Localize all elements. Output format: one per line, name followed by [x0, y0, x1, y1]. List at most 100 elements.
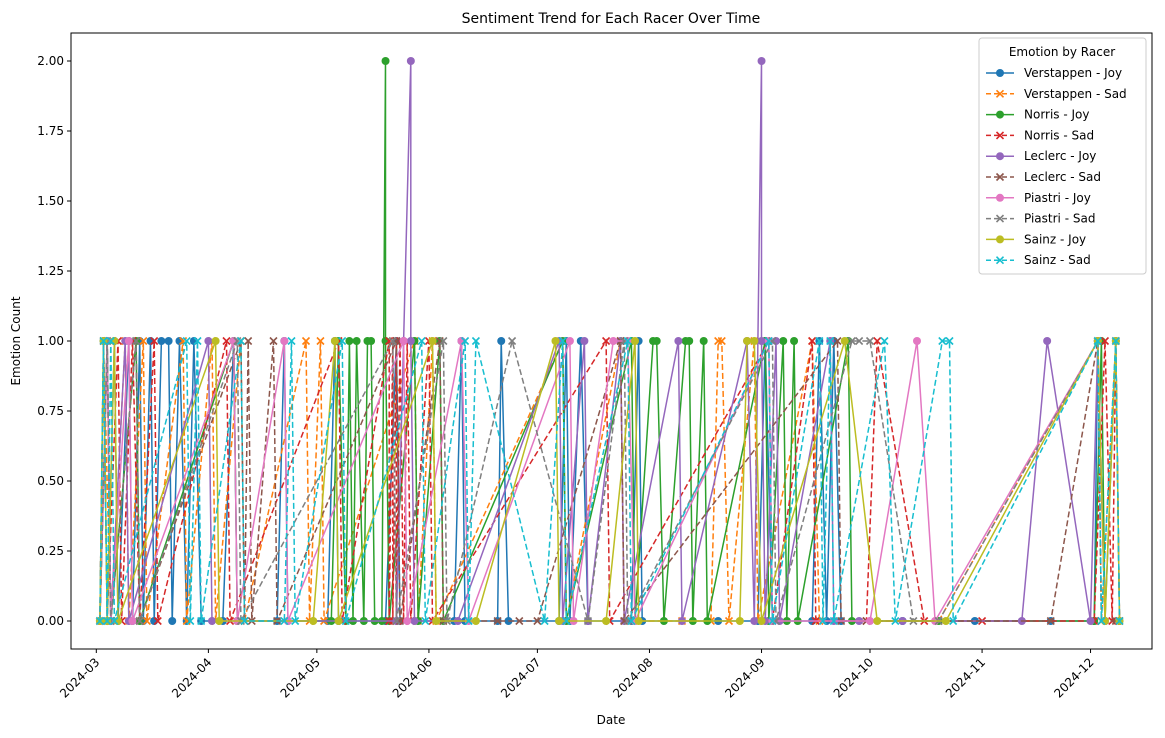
legend-items: Verstappen - Joy Verstappen - Sad Norris -…	[986, 66, 1127, 267]
legend-label: Leclerc - Joy	[1024, 149, 1096, 163]
legend-label: Piastri - Joy	[1024, 191, 1091, 205]
data-point-leclerc-joy	[410, 617, 419, 625]
legend-swatch-marker	[996, 110, 1004, 119]
legend-swatch-marker	[996, 69, 1004, 77]
data-point-sainz-joy	[941, 617, 950, 625]
y-tick-label: 1.00	[37, 334, 64, 348]
data-point-sainz-joy	[757, 617, 766, 625]
data-point-sainz-sad	[197, 616, 206, 626]
data-point-sainz-joy	[873, 617, 882, 625]
data-point-sainz-sad	[186, 616, 195, 626]
data-point-norris-sad	[153, 616, 162, 626]
data-point-sainz-sad	[1115, 616, 1124, 626]
series-line-leclerc-sad	[99, 338, 1116, 624]
data-point-sainz-sad	[1093, 336, 1102, 346]
data-point-sainz-joy	[428, 337, 437, 345]
legend-item-piastri-joy: Piastri - Joy	[986, 191, 1091, 205]
y-tick-label: 0.00	[37, 614, 64, 628]
legend: Emotion by Racer Verstappen - JoyVerstap…	[978, 37, 1147, 275]
data-point-sainz-sad	[280, 616, 289, 626]
legend-swatch-marker	[995, 131, 1005, 140]
data-point-piastri-sad	[439, 336, 448, 346]
data-point-piastri-joy	[609, 337, 618, 345]
legend-title: Emotion by Racer	[1009, 45, 1115, 59]
x-tick-label: 2024-04	[169, 655, 214, 700]
data-point-norris-sad	[222, 336, 231, 346]
data-point-sainz-sad	[95, 616, 104, 626]
data-point-leclerc-joy	[757, 57, 766, 65]
x-tick-label: 2024-06	[390, 655, 435, 700]
data-point-leclerc-sad	[515, 616, 524, 626]
legend-label: Verstappen - Joy	[1024, 66, 1122, 80]
legend-item-sainz-sad: Sainz - Sad	[986, 253, 1091, 267]
data-point-leclerc-joy	[674, 337, 683, 345]
data-point-leclerc-sad	[493, 616, 502, 626]
data-point-sainz-joy	[309, 617, 318, 625]
legend-label: Piastri - Sad	[1024, 212, 1095, 226]
data-point-piastri-joy	[913, 337, 921, 345]
series-line-norris-sad	[99, 338, 1121, 624]
x-tick-label: 2024-11	[943, 655, 988, 700]
legend-item-verstappen-joy: Verstappen - Joy	[986, 66, 1122, 80]
data-point-sainz-sad	[421, 616, 430, 626]
y-tick-label: 2.00	[37, 54, 64, 68]
data-point-leclerc-joy	[406, 337, 415, 345]
data-point-norris-joy	[790, 337, 799, 345]
data-point-piastri-sad	[132, 336, 141, 346]
data-point-piastri-sad	[855, 336, 864, 346]
legend-swatch-marker	[995, 214, 1005, 223]
data-point-sainz-sad	[938, 336, 947, 346]
data-point-verstappen-joy	[497, 337, 506, 345]
data-point-sainz-sad	[291, 616, 300, 626]
data-point-sainz-sad	[829, 616, 838, 626]
legend-item-piastri-sad: Piastri - Sad	[986, 212, 1095, 226]
legend-label: Norris - Sad	[1024, 128, 1094, 142]
x-tick-label: 2024-12	[1051, 655, 1096, 700]
x-tick-label: 2024-03	[57, 655, 102, 700]
legend-box	[978, 37, 1147, 275]
y-axis-label: Emotion Count	[9, 296, 23, 385]
data-point-piastri-sad	[388, 336, 397, 346]
data-point-verstappen-sad	[139, 336, 148, 346]
data-point-sainz-sad	[826, 336, 835, 346]
series-line-sainz-sad	[99, 340, 1121, 622]
legend-swatch-marker	[996, 235, 1004, 244]
y-tick-label: 0.75	[37, 404, 64, 418]
data-point-sainz-joy	[634, 617, 643, 625]
data-point-norris-joy	[699, 337, 708, 345]
legend-item-leclerc-sad: Leclerc - Sad	[986, 170, 1101, 184]
x-tick-label: 2024-09	[722, 655, 767, 700]
legend-swatch-marker	[995, 89, 1005, 98]
data-point-sainz-sad	[193, 336, 202, 346]
legend-label: Sainz - Joy	[1024, 232, 1086, 246]
data-point-sainz-joy	[750, 337, 759, 345]
y-tick-label: 0.25	[37, 544, 64, 558]
data-point-sainz-joy	[551, 337, 560, 345]
data-point-leclerc-sad	[533, 616, 542, 626]
data-point-verstappen-sad	[316, 336, 325, 346]
legend-item-verstappen-sad: Verstappen - Sad	[986, 87, 1127, 101]
data-point-sainz-joy	[330, 337, 339, 345]
legend-label: Sainz - Sad	[1024, 253, 1091, 267]
data-point-sainz-sad	[815, 336, 824, 346]
legend-label: Norris - Joy	[1024, 108, 1090, 122]
data-point-leclerc-sad	[244, 336, 253, 346]
data-point-sainz-sad	[341, 616, 350, 626]
data-point-sainz-sad	[1097, 616, 1106, 626]
data-point-norris-sad	[1100, 336, 1110, 346]
data-point-sainz-sad	[182, 336, 191, 346]
data-point-sainz-joy	[471, 617, 480, 625]
data-point-verstappen-joy	[164, 337, 173, 345]
x-axis-label: Date	[597, 713, 626, 727]
data-point-sainz-sad	[623, 336, 632, 346]
data-point-leclerc-sad	[1046, 616, 1055, 626]
legend-label: Leclerc - Sad	[1024, 170, 1101, 184]
data-point-leclerc-joy	[757, 337, 766, 345]
data-point-sainz-sad	[627, 616, 636, 626]
x-tick-label: 2024-10	[831, 655, 876, 700]
x-axis: 2024-03 2024-04 2024-05 2024-06 2024-07 2024-…	[57, 649, 1097, 701]
legend-swatch-marker	[996, 152, 1004, 161]
data-point-sainz-joy	[334, 617, 343, 625]
data-point-sainz-joy	[211, 337, 220, 345]
